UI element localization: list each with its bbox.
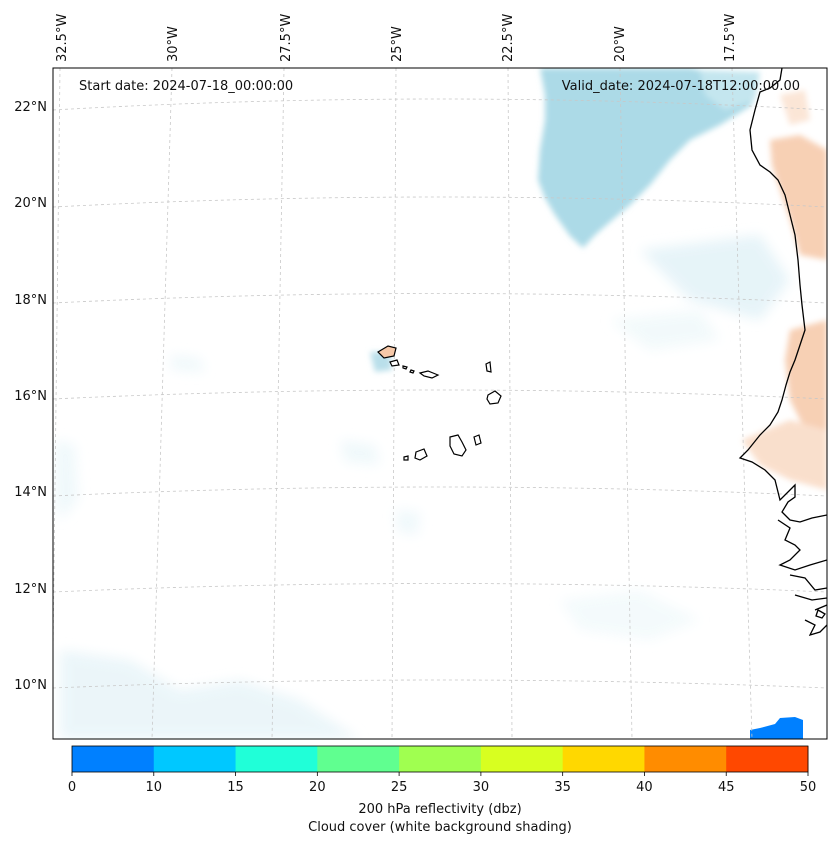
colorbar-frame	[71, 745, 809, 773]
lon-label: 27.5°W	[279, 14, 294, 62]
colorbar-swatch	[644, 746, 727, 772]
colorbar-swatch	[72, 746, 155, 772]
latitude-labels: 22°N 20°N 18°N 16°N 14°N 12°N 10°N	[14, 100, 47, 693]
lon-label: 30°W	[166, 26, 181, 62]
lat-label: 22°N	[14, 100, 47, 115]
island-fogo	[414, 448, 428, 461]
cloud-patch	[538, 68, 752, 248]
reflectivity-patch	[750, 717, 803, 739]
lon-label: 20°W	[613, 26, 628, 62]
start-date-label: Start date: 2024-07-18_00:00:00	[79, 79, 293, 94]
lat-label: 10°N	[14, 678, 47, 693]
island-sao-nicolau-main	[418, 370, 440, 379]
map-frame	[52, 67, 828, 740]
lon-label: 17.5°W	[723, 14, 738, 62]
colorbar-swatch	[480, 746, 564, 772]
warm-shading	[742, 90, 827, 490]
colorbar-tick-label: 15	[227, 780, 244, 795]
colorbar-tick-label: 30	[473, 780, 490, 795]
colorbar-swatch	[153, 746, 237, 772]
colorbar-tick-label: 0	[68, 780, 76, 795]
cloud-shading-light	[55, 235, 790, 739]
lon-label: 25°W	[390, 26, 405, 62]
colorbar-swatch	[726, 746, 809, 772]
colorbar-swatch	[235, 746, 318, 772]
map-panel	[53, 68, 827, 739]
colorbar-swatch	[317, 746, 400, 772]
colorbar-tick-label: 45	[718, 780, 735, 795]
cape-verde-islands	[377, 345, 502, 461]
island-santo-antao	[377, 345, 397, 359]
lat-label: 12°N	[14, 582, 47, 597]
island-sao-nicolau	[409, 369, 415, 374]
colorbar-tick-label: 10	[146, 780, 163, 795]
island-santiago	[449, 434, 467, 457]
island-sal	[485, 361, 492, 373]
colorbar-tick-label: 50	[800, 780, 817, 795]
colorbar-tick-label: 20	[309, 780, 326, 795]
lat-label: 18°N	[14, 293, 47, 308]
lon-label: 32.5°W	[55, 14, 70, 62]
island-brava	[403, 455, 409, 461]
lat-label: 14°N	[14, 485, 47, 500]
colorbar-swatch	[399, 746, 482, 772]
valid-date-label: Valid_date: 2024-07-18T12:00:00.00	[562, 79, 800, 94]
lon-label: 22.5°W	[501, 14, 516, 62]
colorbar-label-line2: Cloud cover (white background shading)	[308, 820, 572, 835]
island-maio	[473, 434, 482, 446]
longitude-labels: 32.5°W 30°W 27.5°W 25°W 22.5°W 20°W 17.5…	[55, 14, 738, 62]
island-sao-vicente	[389, 359, 400, 367]
lat-label: 20°N	[14, 196, 47, 211]
island-santa-luzia	[402, 365, 408, 370]
colorbar-tick-label: 35	[554, 780, 571, 795]
island-boa-vista	[486, 390, 502, 405]
colorbar-tick-label: 25	[391, 780, 408, 795]
coastline	[738, 68, 827, 637]
colorbar: 0 10 15 20 25 30 35 40 45 50 200 hPa reflectivity…	[68, 745, 817, 835]
colorbar-tick-label: 40	[636, 780, 653, 795]
colorbar-swatch	[562, 746, 645, 772]
colorbar-label-line1: 200 hPa reflectivity (dbz)	[358, 802, 521, 817]
lat-label: 16°N	[14, 389, 47, 404]
